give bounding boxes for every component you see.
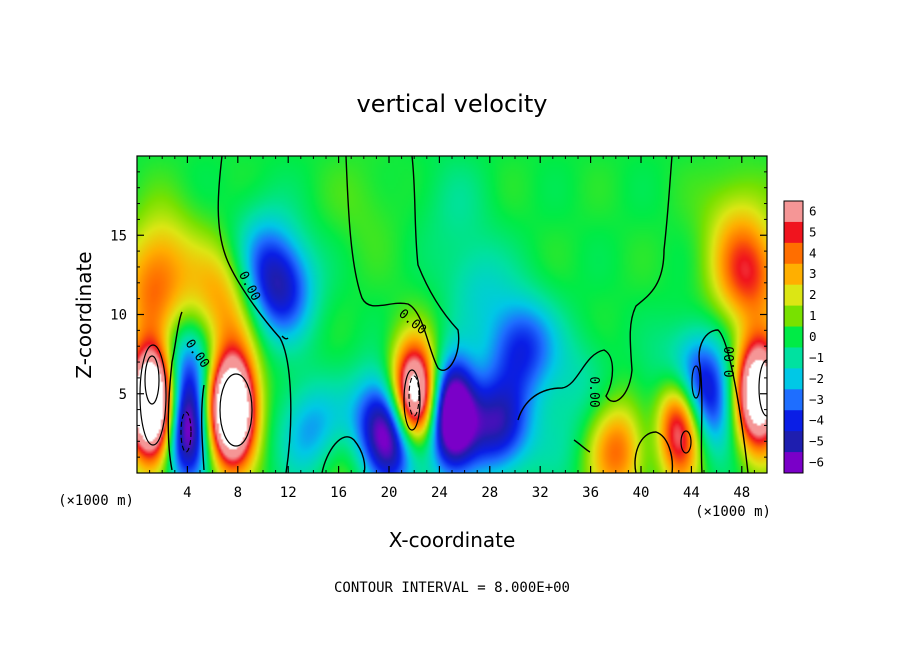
colorbar-swatch: [784, 452, 803, 474]
colorbar-label: 3: [809, 266, 817, 281]
y-tick-label: 15: [110, 228, 127, 244]
colorbar-frame: [783, 200, 804, 474]
heatmap-image: [137, 156, 767, 473]
x-tick-label: 36: [582, 485, 599, 501]
colorbar-swatch: [784, 242, 803, 265]
zero-contour: [698, 329, 749, 473]
x-axis: 4 8 12 16 20 24 28 32 36 40 44 48: [149, 156, 755, 501]
colorbar-swatch: [784, 201, 803, 223]
contour-label: 0.00: [586, 376, 601, 407]
y-axis-label: Z-coordinate: [72, 251, 96, 378]
chart-title: vertical velocity: [357, 90, 548, 118]
contour-label: 0.00: [723, 346, 738, 377]
contour-ring-dashed: [408, 375, 420, 417]
contour-ring: [403, 369, 421, 431]
zero-contour: [634, 431, 674, 473]
colorbar-label: 1: [809, 308, 817, 323]
x-tick-label: 28: [481, 485, 498, 501]
colorbar-label: −6: [809, 455, 824, 470]
contour-ring: [139, 344, 167, 446]
colorbar-swatch: [784, 305, 803, 328]
zero-contour: [281, 335, 289, 340]
colorbar-swatch: [784, 431, 803, 453]
colorbar-label: −5: [809, 434, 824, 449]
zero-contour: [167, 311, 183, 471]
colorbar-label: −4: [809, 413, 824, 428]
colorbar-label: 4: [809, 245, 817, 260]
y-tick-label: 5: [119, 387, 127, 403]
colorbar: 6 5 4 3 2 1 0 −1 −2 −3 −4 −5 −6: [783, 200, 824, 474]
colorbar-label: −3: [809, 392, 824, 407]
positive-contours: [139, 344, 767, 454]
zero-contour: [517, 156, 673, 421]
contour-ring: [219, 373, 253, 447]
colorbar-label: 5: [809, 224, 817, 239]
colorbar-swatch: [784, 263, 803, 286]
x-unit-label-left: (×1000 m): [58, 493, 134, 509]
x-tick-label: 4: [183, 485, 191, 501]
colorbar-swatch: [784, 284, 803, 307]
colorbar-swatch: [784, 221, 803, 244]
colorbar-swatch: [784, 410, 803, 432]
x-tick-label: 48: [733, 485, 750, 501]
y-tick-label: 10: [110, 308, 127, 324]
colorbar-swatch: [784, 326, 803, 348]
x-tick-label: 32: [532, 485, 549, 501]
zero-contour: [200, 384, 205, 471]
contour-ring: [691, 365, 701, 399]
colorbar-label: 2: [809, 287, 817, 302]
contour-interval-footer: CONTOUR INTERVAL = 8.000E+00: [334, 580, 570, 596]
colorbar-label: −2: [809, 371, 824, 386]
zero-contour: [573, 439, 591, 453]
zero-contour: [345, 156, 460, 371]
x-axis-label: X-coordinate: [389, 528, 516, 552]
x-tick-label: 16: [330, 485, 347, 501]
y-axis: 5 10 15: [110, 171, 767, 458]
heatmap-field: [137, 156, 767, 473]
x-tick-label: 12: [280, 485, 297, 501]
x-tick-label: 24: [431, 485, 448, 501]
x-tick-label: 8: [234, 485, 242, 501]
x-tick-label: 20: [381, 485, 398, 501]
zero-contour-lines: [167, 156, 749, 473]
contour-ring: [758, 359, 767, 417]
x-tick-label: 44: [683, 485, 700, 501]
colorbar-swatch: [784, 389, 803, 411]
colorbar-swatch: [784, 368, 803, 390]
x-tick-label: 40: [633, 485, 650, 501]
contour-ring: [144, 355, 160, 405]
colorbar-label: 0: [809, 329, 817, 344]
negative-contours: [180, 375, 420, 453]
colorbar-label: −1: [809, 350, 824, 365]
colorbar-swatch: [784, 347, 803, 369]
x-unit-label-right: (×1000 m): [695, 504, 771, 520]
contour-ring: [680, 430, 692, 454]
zero-contour: [217, 156, 292, 473]
colorbar-label: 6: [809, 203, 817, 218]
contour-ring-dashed: [180, 411, 192, 453]
zero-contour: [321, 436, 366, 473]
